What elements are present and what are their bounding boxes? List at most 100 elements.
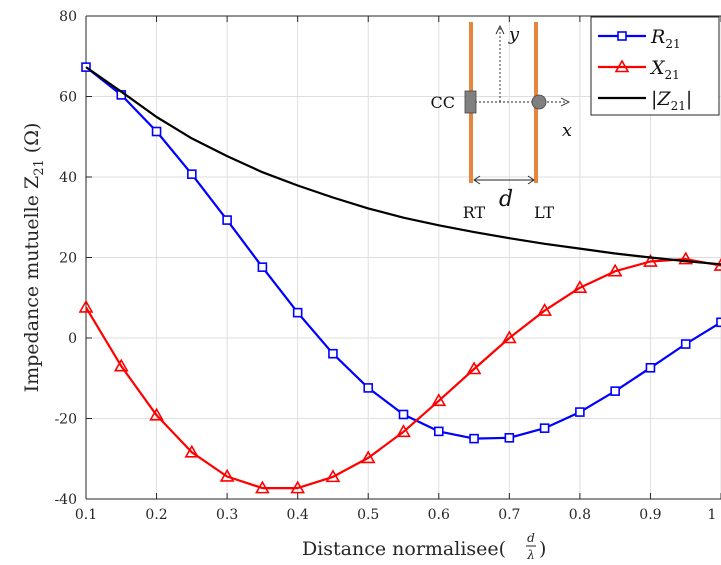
data-point-marker — [290, 480, 306, 494]
x-tick-label: 0.5 — [357, 507, 379, 523]
y-axis-label: Impedance mutuelle Z21 (Ω) — [21, 123, 47, 393]
x-label: x — [562, 120, 572, 141]
data-point-marker — [292, 307, 303, 318]
series-2 — [85, 66, 721, 266]
y-tick-label: 60 — [59, 90, 77, 106]
data-point-marker — [149, 407, 164, 421]
x-tick-label: 0.3 — [216, 507, 238, 523]
data-point-marker — [469, 433, 479, 444]
y-axis-label-subscript: 21 — [32, 159, 47, 176]
series-line — [85, 66, 721, 266]
y-axis-label-unit: (Ω) — [21, 123, 43, 160]
data-point-marker — [504, 433, 515, 443]
x-tick-label: 0.4 — [287, 507, 309, 523]
data-point-marker — [575, 407, 585, 417]
tick-labels: 0.1 0.2 0.3 0.4 0.5 0.6 0.7 0.8 0.9 1 -40 -20 0 20 40 6… — [54, 9, 716, 523]
data-point-marker — [78, 299, 94, 313]
legend-label-subscript: 21 — [665, 37, 680, 51]
x-tick-label: 0.8 — [569, 507, 591, 523]
legend-entry-1: X21 — [598, 57, 680, 82]
y-axis-label-main: Impedance mutuelle Z — [21, 176, 43, 393]
data-point-marker — [360, 450, 376, 464]
legend-label-name: X — [649, 57, 666, 79]
d-label: d — [499, 187, 513, 212]
data-point-marker — [187, 169, 197, 179]
cc-label: CC — [431, 93, 455, 112]
data-point-marker — [363, 383, 374, 393]
x-axis-label-close: ) — [539, 538, 546, 560]
legend-label: R21 — [650, 26, 681, 51]
legend-label-name-letter: Z — [656, 88, 671, 110]
series-line — [85, 258, 721, 490]
legend-label: X21 — [649, 57, 680, 82]
x-axis-label-main: Distance normalisee( — [302, 538, 506, 560]
x-tick-label: 0.1 — [75, 507, 97, 523]
y-tick-label: 40 — [59, 170, 77, 186]
data-point-marker — [184, 444, 200, 458]
data-point-marker — [678, 251, 694, 265]
data-point-marker — [716, 317, 721, 328]
data-point-marker — [433, 426, 444, 437]
legend-marker — [617, 31, 627, 41]
y-tick-label: 0 — [68, 331, 77, 347]
x-tick-label: 1 — [708, 507, 717, 523]
data-point-marker — [680, 339, 691, 349]
x-tick-label: 0.2 — [145, 507, 167, 523]
y-label: y — [508, 24, 520, 45]
data-point-marker — [396, 424, 411, 438]
legend-label-name: R — [650, 26, 665, 48]
d-arrow-right — [527, 175, 535, 185]
x-axis-label-fraction-numerator: d — [527, 531, 535, 545]
x-axis-label-fraction-denominator: λ — [526, 548, 535, 562]
cc-marker — [464, 90, 477, 114]
data-point-marker — [255, 480, 270, 494]
data-point-marker — [501, 330, 517, 344]
y-tick-label: 80 — [59, 9, 77, 25]
y-arrow-head — [495, 24, 505, 35]
x-axis-label: Distance normalisee( — [302, 538, 506, 560]
legend-entry-2: |Z21| — [598, 88, 692, 113]
lt-label: LT — [534, 203, 554, 222]
data-point-marker — [325, 469, 341, 483]
d-arrow-left — [473, 175, 481, 185]
y-tick-label: -40 — [54, 492, 77, 508]
data-point-marker — [610, 386, 620, 396]
antenna-inset-diagram: CC RT LT d x y — [431, 22, 572, 222]
series-layer — [78, 62, 721, 494]
data-point-marker — [643, 253, 658, 267]
legend-entry-0: R21 — [598, 26, 681, 51]
axes — [85, 15, 721, 500]
data-point-marker — [257, 262, 268, 272]
data-point-marker — [431, 393, 447, 407]
data-point-marker — [398, 409, 409, 420]
legend-label-name: | — [651, 88, 657, 110]
data-point-marker — [645, 362, 656, 373]
y-tick-label: 20 — [59, 251, 77, 267]
y-tick-label: -20 — [54, 412, 77, 428]
data-point-marker — [537, 303, 552, 316]
series-1 — [78, 251, 721, 494]
rt-label: RT — [463, 203, 486, 222]
data-point-marker — [113, 358, 129, 372]
legend-label-close: | — [686, 88, 692, 110]
data-point-marker — [466, 361, 482, 375]
data-point-marker — [328, 348, 338, 359]
data-point-marker — [219, 468, 235, 482]
legend-label: |Z21| — [651, 88, 692, 113]
legend-label-subscript: 21 — [665, 68, 680, 82]
data-point-marker — [539, 423, 550, 433]
x-tick-label: 0.7 — [498, 507, 520, 523]
data-point-marker — [607, 263, 623, 277]
data-point-marker — [572, 280, 588, 293]
lt-marker — [531, 94, 547, 110]
x-tick-label: 0.6 — [428, 507, 450, 523]
x-axis-label-fraction: d λ ) — [526, 531, 546, 562]
x-tick-label: 0.9 — [639, 507, 661, 523]
x-arrow-head — [560, 97, 571, 107]
series-0 — [81, 62, 721, 444]
data-point-marker — [222, 215, 232, 225]
legend-marker — [614, 59, 630, 73]
legend-label-subscript: 21 — [671, 99, 686, 113]
